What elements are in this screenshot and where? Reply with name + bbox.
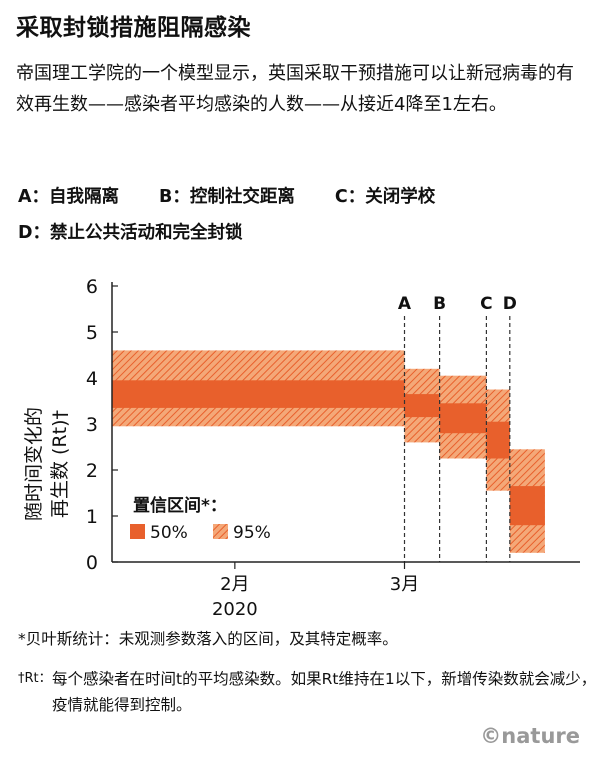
ci50-band-3 <box>439 403 487 434</box>
footnote-rt: †Rt： 每个感染者在时间t的平均感染数。如果Rt维持在1以下，新增传染数就会减… <box>18 666 597 718</box>
y-axis-title-line-2: 再生数 (Rt)† <box>49 410 71 518</box>
footnote-rt-text: 每个感染者在时间t的平均感染数。如果Rt维持在1以下，新增传染数就会减少，疫情就… <box>52 670 597 714</box>
y-tick-label-3: 3 <box>86 414 98 436</box>
intervention-key-a: A：自我隔离 <box>18 187 120 207</box>
legend-title: 置信区间*： <box>133 495 227 516</box>
x-tick-sublabel-1: 2020 <box>212 599 258 620</box>
intervention-label-d: D <box>503 294 517 314</box>
intervention-label-a: A <box>398 294 412 314</box>
intervention-key-line-2: D：禁止公共活动和完全封锁 <box>18 219 243 244</box>
intervention-key-c: C：关闭学校 <box>334 187 436 207</box>
nature-logo: ©nature <box>480 724 580 748</box>
y-tick-label-1: 1 <box>86 506 98 528</box>
footnote-bayes: *贝叶斯统计：未观测参数落入的区间，及其特定概率。 <box>18 630 398 648</box>
y-tick-label-4: 4 <box>86 368 98 390</box>
legend-label-95pct: 95% <box>233 523 271 543</box>
footnote-rt-mark: †Rt： <box>18 671 52 686</box>
y-tick-label-0: 0 <box>86 552 98 574</box>
y-axis-title-line-1: 随时间变化的 <box>23 407 45 521</box>
legend-label-50pct: 50% <box>150 523 188 543</box>
legend-swatch-95pct <box>213 524 228 539</box>
rt-chart: 0 1 2 3 4 5 6 随时间变化的 再生数 (Rt)† A B C D 2月 2020 3月 置信区间*：… <box>23 276 580 620</box>
ci50-band-5 <box>509 486 545 526</box>
y-tick-label-5: 5 <box>86 322 98 344</box>
chart-title: 采取封锁措施阻隔感染 <box>16 15 251 41</box>
intervention-key-d: D：禁止公共活动和完全封锁 <box>18 223 243 243</box>
y-tick-label-6: 6 <box>86 276 98 298</box>
legend-swatch-50pct <box>130 524 145 539</box>
x-tick-label-1: 2月 <box>220 574 249 595</box>
intervention-label-b: B <box>433 294 446 314</box>
ci50-band-4 <box>486 421 510 459</box>
intervention-key-line-1: A：自我隔离 B：控制社交距离 C：关闭学校 <box>18 183 435 208</box>
intervention-label-c: C <box>480 294 492 314</box>
x-tick-label-2: 3月 <box>390 574 419 595</box>
chart-subtitle: 帝国理工学院的一个模型显示，英国采取干预措施可以让新冠病毒的有效再生数——感染者… <box>16 63 574 115</box>
intervention-key-b: B：控制社交距离 <box>159 187 295 207</box>
ci50-band-2 <box>404 394 440 418</box>
y-tick-label-2: 2 <box>86 460 98 482</box>
ci50-band-1 <box>112 380 405 408</box>
